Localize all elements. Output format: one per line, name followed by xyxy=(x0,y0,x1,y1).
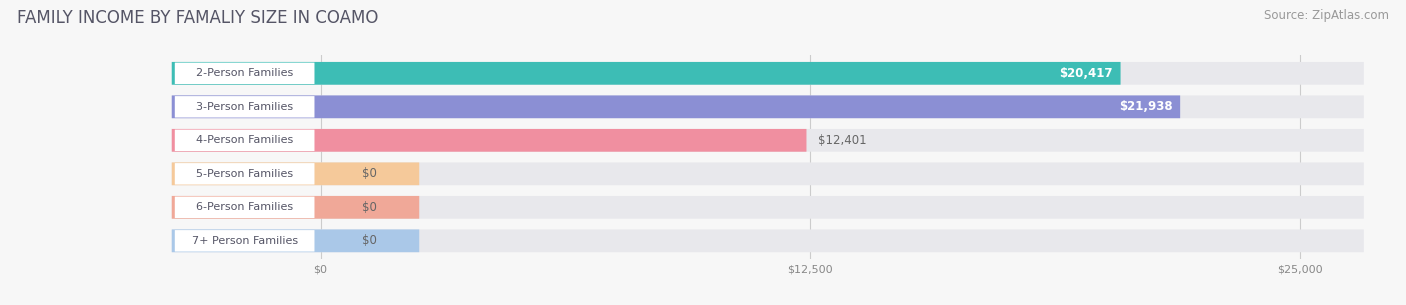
Text: 4-Person Families: 4-Person Families xyxy=(195,135,294,145)
Text: 3-Person Families: 3-Person Families xyxy=(195,102,294,112)
FancyBboxPatch shape xyxy=(174,197,315,218)
Text: 5-Person Families: 5-Person Families xyxy=(195,169,294,179)
Text: $20,417: $20,417 xyxy=(1059,67,1112,80)
Text: Source: ZipAtlas.com: Source: ZipAtlas.com xyxy=(1264,9,1389,22)
Text: 2-Person Families: 2-Person Families xyxy=(195,68,294,78)
FancyBboxPatch shape xyxy=(172,95,1364,118)
FancyBboxPatch shape xyxy=(172,129,807,152)
FancyBboxPatch shape xyxy=(172,163,1364,185)
Text: 6-Person Families: 6-Person Families xyxy=(195,202,294,212)
Text: $0: $0 xyxy=(361,167,377,180)
Text: FAMILY INCOME BY FAMALIY SIZE IN COAMO: FAMILY INCOME BY FAMALIY SIZE IN COAMO xyxy=(17,9,378,27)
FancyBboxPatch shape xyxy=(174,63,315,84)
FancyBboxPatch shape xyxy=(172,129,1364,152)
FancyBboxPatch shape xyxy=(172,229,1364,252)
Text: $12,401: $12,401 xyxy=(818,134,868,147)
FancyBboxPatch shape xyxy=(172,62,1364,85)
FancyBboxPatch shape xyxy=(172,229,419,252)
FancyBboxPatch shape xyxy=(174,230,315,252)
Text: $0: $0 xyxy=(361,201,377,214)
Text: 7+ Person Families: 7+ Person Families xyxy=(191,236,298,246)
FancyBboxPatch shape xyxy=(172,196,1364,219)
FancyBboxPatch shape xyxy=(172,95,1180,118)
Text: $21,938: $21,938 xyxy=(1119,100,1173,113)
FancyBboxPatch shape xyxy=(174,163,315,185)
FancyBboxPatch shape xyxy=(172,196,419,219)
FancyBboxPatch shape xyxy=(174,130,315,151)
FancyBboxPatch shape xyxy=(174,96,315,117)
Text: $0: $0 xyxy=(361,234,377,247)
FancyBboxPatch shape xyxy=(172,163,419,185)
FancyBboxPatch shape xyxy=(172,62,1121,85)
